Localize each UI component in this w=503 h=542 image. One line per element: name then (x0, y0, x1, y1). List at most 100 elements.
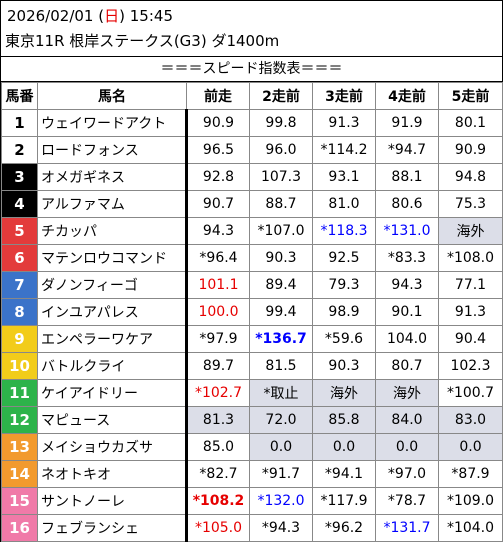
speed-index-cell: 102.3 (438, 352, 503, 380)
horse-name: マテンロウコマンド (37, 244, 188, 272)
speed-index-cell: 90.7 (186, 190, 250, 218)
speed-index-cell: *97.9 (186, 325, 250, 353)
horse-number: 3 (1, 163, 38, 191)
speed-index-cell: *118.3 (312, 217, 376, 245)
speed-index-cell: 88.7 (249, 190, 313, 218)
speed-index-cell: 91.9 (375, 109, 439, 137)
speed-index-cell: 99.4 (249, 298, 313, 326)
race-date: 2026/02/01 (7, 7, 94, 25)
speed-index-cell: *109.0 (438, 487, 503, 515)
speed-index-cell: 83.0 (438, 406, 503, 434)
speed-index-cell: 94.3 (186, 217, 250, 245)
speed-index-cell: *100.7 (438, 379, 503, 407)
speed-index-cell: 海外 (375, 379, 439, 407)
speed-index-cell: *131.7 (375, 514, 439, 542)
speed-index-cell: 85.0 (186, 433, 250, 461)
speed-index-cell: *105.0 (186, 514, 250, 542)
horse-number: 15 (1, 487, 38, 515)
speed-index-cell: 107.3 (249, 163, 313, 191)
speed-index-cell: 94.8 (438, 163, 503, 191)
speed-index-cell: *82.7 (186, 460, 250, 488)
speed-index-cell: 77.1 (438, 271, 503, 299)
speed-index-table: 馬番 馬名 前走 2走前 3走前 4走前 5走前 1 ウェイワードアクト 90.9 9… (1, 82, 503, 542)
horse-number: 14 (1, 460, 38, 488)
speed-index-cell: 85.8 (312, 406, 376, 434)
speed-index-cell: 0.0 (249, 433, 313, 461)
speed-index-cell: 98.9 (312, 298, 376, 326)
table-row: 9 エンペラーワケア *97.9 *136.7 *59.6 104.0 90.4 (1, 325, 503, 353)
speed-index-cell: 0.0 (438, 433, 503, 461)
table-header-row: 馬番 馬名 前走 2走前 3走前 4走前 5走前 (1, 82, 503, 110)
speed-index-cell: *108.2 (186, 487, 250, 515)
speed-index-cell: 92.8 (186, 163, 250, 191)
col-header-4-races-ago: 4走前 (375, 82, 439, 110)
speed-index-cell: *83.3 (375, 244, 439, 272)
speed-index-cell: 90.4 (438, 325, 503, 353)
speed-index-cell: 96.5 (186, 136, 250, 164)
horse-number: 1 (1, 109, 38, 137)
speed-index-cell: 0.0 (375, 433, 439, 461)
horse-name: ネオトキオ (37, 460, 188, 488)
speed-index-cell: 100.0 (186, 298, 250, 326)
speed-index-cell: 海外 (438, 217, 503, 245)
speed-index-cell: 96.0 (249, 136, 313, 164)
speed-index-cell: *94.7 (375, 136, 439, 164)
horse-number: 16 (1, 514, 38, 542)
horse-number: 12 (1, 406, 38, 434)
table-row: 10 バトルクライ 89.7 81.5 90.3 80.7 102.3 (1, 352, 503, 380)
speed-index-cell: 91.3 (438, 298, 503, 326)
table-row: 2 ロードフォンス 96.5 96.0 *114.2 *94.7 90.9 (1, 136, 503, 164)
table-row: 7 ダノンフィーゴ 101.1 89.4 79.3 94.3 77.1 (1, 271, 503, 299)
speed-index-cell: *107.0 (249, 217, 313, 245)
race-weekday: 日 (104, 7, 120, 25)
horse-name: マピュース (37, 406, 188, 434)
speed-index-cell: *96.4 (186, 244, 250, 272)
table-row: 16 フェブランシェ *105.0 *94.3 *96.2 *131.7 *104.0 (1, 514, 503, 542)
speed-index-cell: 79.3 (312, 271, 376, 299)
horse-number: 11 (1, 379, 38, 407)
speed-index-cell: 75.3 (438, 190, 503, 218)
col-header-last-race: 前走 (186, 82, 250, 110)
speed-index-cell: 90.3 (249, 244, 313, 272)
speed-index-cell: *91.7 (249, 460, 313, 488)
speed-index-cell: *96.2 (312, 514, 376, 542)
horse-name: チカッパ (37, 217, 188, 245)
speed-index-cell: 80.7 (375, 352, 439, 380)
race-title: 東京11R 根岸ステークス(G3) ダ1400m (5, 32, 280, 50)
table-row: 11 ケイアイドリー *102.7 *取止 海外 海外 *100.7 (1, 379, 503, 407)
speed-index-cell: 89.7 (186, 352, 250, 380)
table-row: 13 メイショウカズサ 85.0 0.0 0.0 0.0 0.0 (1, 433, 503, 461)
horse-number: 13 (1, 433, 38, 461)
speed-index-cell: *131.0 (375, 217, 439, 245)
speed-index-cell: 90.9 (186, 109, 250, 137)
horse-name: フェブランシェ (37, 514, 188, 542)
table-banner: ＝＝＝スピード指数表＝＝＝ (1, 56, 502, 82)
speed-index-cell: 89.4 (249, 271, 313, 299)
speed-index-cell: *108.0 (438, 244, 503, 272)
horse-number: 7 (1, 271, 38, 299)
table-row: 8 インユアパレス 100.0 99.4 98.9 90.1 91.3 (1, 298, 503, 326)
speed-index-cell: 92.5 (312, 244, 376, 272)
col-header-horse-name: 馬名 (37, 82, 187, 110)
speed-index-cell: *97.0 (375, 460, 439, 488)
speed-index-cell: 81.5 (249, 352, 313, 380)
table-row: 4 アルファマム 90.7 88.7 81.0 80.6 75.3 (1, 190, 503, 218)
speed-index-cell: 90.9 (438, 136, 503, 164)
speed-index-cell: 94.3 (375, 271, 439, 299)
horse-name: インユアパレス (37, 298, 188, 326)
table-row: 6 マテンロウコマンド *96.4 90.3 92.5 *83.3 *108.0 (1, 244, 503, 272)
speed-index-cell: 90.1 (375, 298, 439, 326)
speed-index-cell: 88.1 (375, 163, 439, 191)
horse-name: アルファマム (37, 190, 188, 218)
horse-number: 10 (1, 352, 38, 380)
horse-name: ケイアイドリー (37, 379, 188, 407)
speed-index-cell: *78.7 (375, 487, 439, 515)
speed-index-cell: 80.6 (375, 190, 439, 218)
race-time: 15:45 (129, 7, 173, 25)
col-header-2-races-ago: 2走前 (249, 82, 313, 110)
speed-index-cell: 90.3 (312, 352, 376, 380)
speed-index-cell: *94.1 (312, 460, 376, 488)
col-header-3-races-ago: 3走前 (312, 82, 376, 110)
speed-index-cell: 104.0 (375, 325, 439, 353)
speed-index-cell: 80.1 (438, 109, 503, 137)
